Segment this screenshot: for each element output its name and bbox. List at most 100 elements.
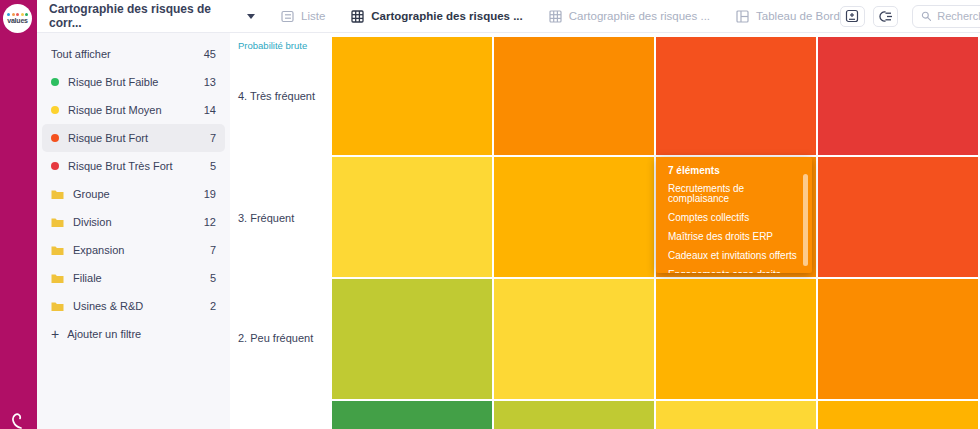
logo-dot	[12, 13, 15, 16]
sidebar-item-label: Filiale	[73, 272, 210, 284]
logo-dots-icon	[7, 13, 28, 16]
matrix-cell[interactable]	[332, 279, 492, 399]
matrix-cell[interactable]	[332, 37, 492, 155]
logo-dot	[21, 13, 24, 16]
top-bar: Cartographie des risques de corr... List…	[37, 0, 980, 33]
sidebar-item-risque-brut-moyen[interactable]: Risque Brut Moyen 14	[37, 96, 230, 124]
hierarchy-icon	[878, 10, 893, 23]
y-axis-title: Probabilité brute	[238, 40, 307, 51]
tab-tableau-de-bord[interactable]: Tableau de Bord	[736, 10, 840, 23]
matrix-cell[interactable]	[818, 279, 978, 399]
matrix-cell[interactable]	[818, 157, 978, 277]
search-icon	[921, 10, 931, 22]
matrix-cell[interactable]	[494, 279, 654, 399]
matrix-cell[interactable]	[494, 37, 654, 155]
logo-dot	[16, 13, 19, 16]
risk-item-link[interactable]: Recrutements de complaisance	[668, 184, 800, 204]
chevron-down-icon	[247, 14, 255, 19]
sidebar-item-division[interactable]: Division 12	[37, 208, 230, 236]
tab-label: Cartographie des risques ...	[569, 10, 710, 22]
add-filter-label: Ajouter un filtre	[67, 328, 216, 340]
popover-scrollbar[interactable]	[803, 174, 808, 266]
list-icon	[281, 10, 294, 23]
risk-item-link[interactable]: Comptes collectifs	[668, 213, 800, 223]
sidebar-item-tout-afficher[interactable]: Tout afficher 45	[37, 40, 230, 68]
sidebar-item-label: Risque Brut Faible	[68, 76, 204, 88]
risk-item-link[interactable]: Engagements sans droits	[668, 270, 800, 273]
matrix-cell[interactable]	[656, 401, 816, 429]
sidebar-item-count: 19	[204, 188, 216, 200]
tab-liste[interactable]: Liste	[281, 10, 325, 23]
hand-cursor-icon[interactable]	[5, 400, 31, 429]
sidebar-item-usines-rd[interactable]: Usines & R&D 2	[37, 292, 230, 320]
group-by-button[interactable]	[873, 6, 898, 27]
sidebar-item-label: Usines & R&D	[73, 300, 210, 312]
row-label-frequent: 3. Fréquent	[238, 212, 294, 224]
matrix-cell[interactable]	[818, 37, 978, 155]
matrix-cell[interactable]	[656, 279, 816, 399]
sidebar-item-label: Risque Brut Très Fort	[68, 160, 210, 172]
tab-label: Tableau de Bord	[756, 10, 840, 22]
add-filter-button[interactable]: + Ajouter un filtre	[37, 320, 230, 348]
matrix-cell[interactable]: 7 éléments Recrutements de complaisance …	[656, 157, 816, 277]
popover-title: 7 éléments	[668, 165, 800, 176]
folder-icon	[51, 273, 64, 284]
map-selector-label: Cartographie des risques de corr...	[49, 2, 237, 30]
matrix-cell[interactable]	[494, 401, 654, 429]
cell-elements-popover: 7 éléments Recrutements de complaisance …	[656, 157, 812, 273]
risk-level-dot-icon	[51, 134, 59, 142]
sidebar-item-expansion[interactable]: Expansion 7	[37, 236, 230, 264]
add-view-button[interactable]	[840, 6, 865, 27]
sidebar-item-count: 13	[204, 76, 216, 88]
logo-dot	[7, 13, 10, 16]
brand-sidebar: values	[0, 0, 37, 429]
folder-icon	[51, 217, 64, 228]
risk-level-dot-icon	[51, 162, 59, 170]
risk-item-link[interactable]: Cadeaux et invitations offerts	[668, 251, 800, 261]
matrix-cell[interactable]	[818, 401, 978, 429]
sidebar-item-filiale[interactable]: Filiale 5	[37, 264, 230, 292]
map-selector-dropdown[interactable]: Cartographie des risques de corr...	[49, 2, 255, 30]
sidebar-item-count: 14	[204, 104, 216, 116]
row-label-peu-frequent: 2. Peu fréquent	[238, 332, 313, 344]
sidebar-item-count: 7	[210, 132, 216, 144]
matrix-cell[interactable]	[332, 401, 492, 429]
sidebar-item-groupe[interactable]: Groupe 19	[37, 180, 230, 208]
tab-cartographie-2[interactable]: Cartographie des risques ...	[549, 10, 710, 23]
grid-icon	[351, 10, 364, 23]
folder-icon	[51, 189, 64, 200]
sidebar-item-risque-brut-tres-fort[interactable]: Risque Brut Très Fort 5	[37, 152, 230, 180]
logo-wordmark: values	[7, 18, 28, 24]
search-box	[912, 5, 980, 28]
folder-icon	[51, 245, 64, 256]
matrix-cell[interactable]	[494, 157, 654, 277]
tab-label: Cartographie des risques ...	[371, 10, 522, 22]
folder-icon	[51, 301, 64, 312]
matrix-cell[interactable]	[332, 157, 492, 277]
sidebar-item-label: Division	[73, 216, 204, 228]
search-input[interactable]	[937, 10, 980, 22]
sidebar-item-count: 45	[204, 48, 216, 60]
app-logo[interactable]: values	[3, 4, 32, 33]
grid-icon	[549, 10, 562, 23]
risk-level-dot-icon	[51, 106, 59, 114]
matrix-cell[interactable]	[656, 37, 816, 155]
sidebar-item-count: 5	[210, 160, 216, 172]
sidebar-item-label: Groupe	[73, 188, 204, 200]
risk-level-dot-icon	[51, 78, 59, 86]
dashboard-icon	[736, 10, 749, 23]
sidebar-item-label: Expansion	[73, 244, 210, 256]
sidebar-item-risque-brut-faible[interactable]: Risque Brut Faible 13	[37, 68, 230, 96]
sidebar-item-count: 2	[210, 300, 216, 312]
risk-matrix-area: Probabilité brute 4. Très fréquent 3. Fr…	[230, 33, 980, 429]
logo-dot	[25, 13, 28, 16]
plus-icon: +	[51, 327, 59, 341]
risk-heatmap-grid: 7 éléments Recrutements de complaisance …	[332, 37, 978, 429]
tab-label: Liste	[301, 10, 325, 22]
row-label-tres-frequent: 4. Très fréquent	[238, 90, 315, 102]
sidebar-item-count: 5	[210, 272, 216, 284]
risk-item-link[interactable]: Maîtrise des droits ERP	[668, 232, 800, 242]
filters-sidebar: Tout afficher 45 Risque Brut Faible 13 R…	[37, 33, 230, 429]
tab-cartographie-1[interactable]: Cartographie des risques ...	[351, 10, 522, 23]
sidebar-item-risque-brut-fort[interactable]: Risque Brut Fort 7	[42, 124, 225, 152]
